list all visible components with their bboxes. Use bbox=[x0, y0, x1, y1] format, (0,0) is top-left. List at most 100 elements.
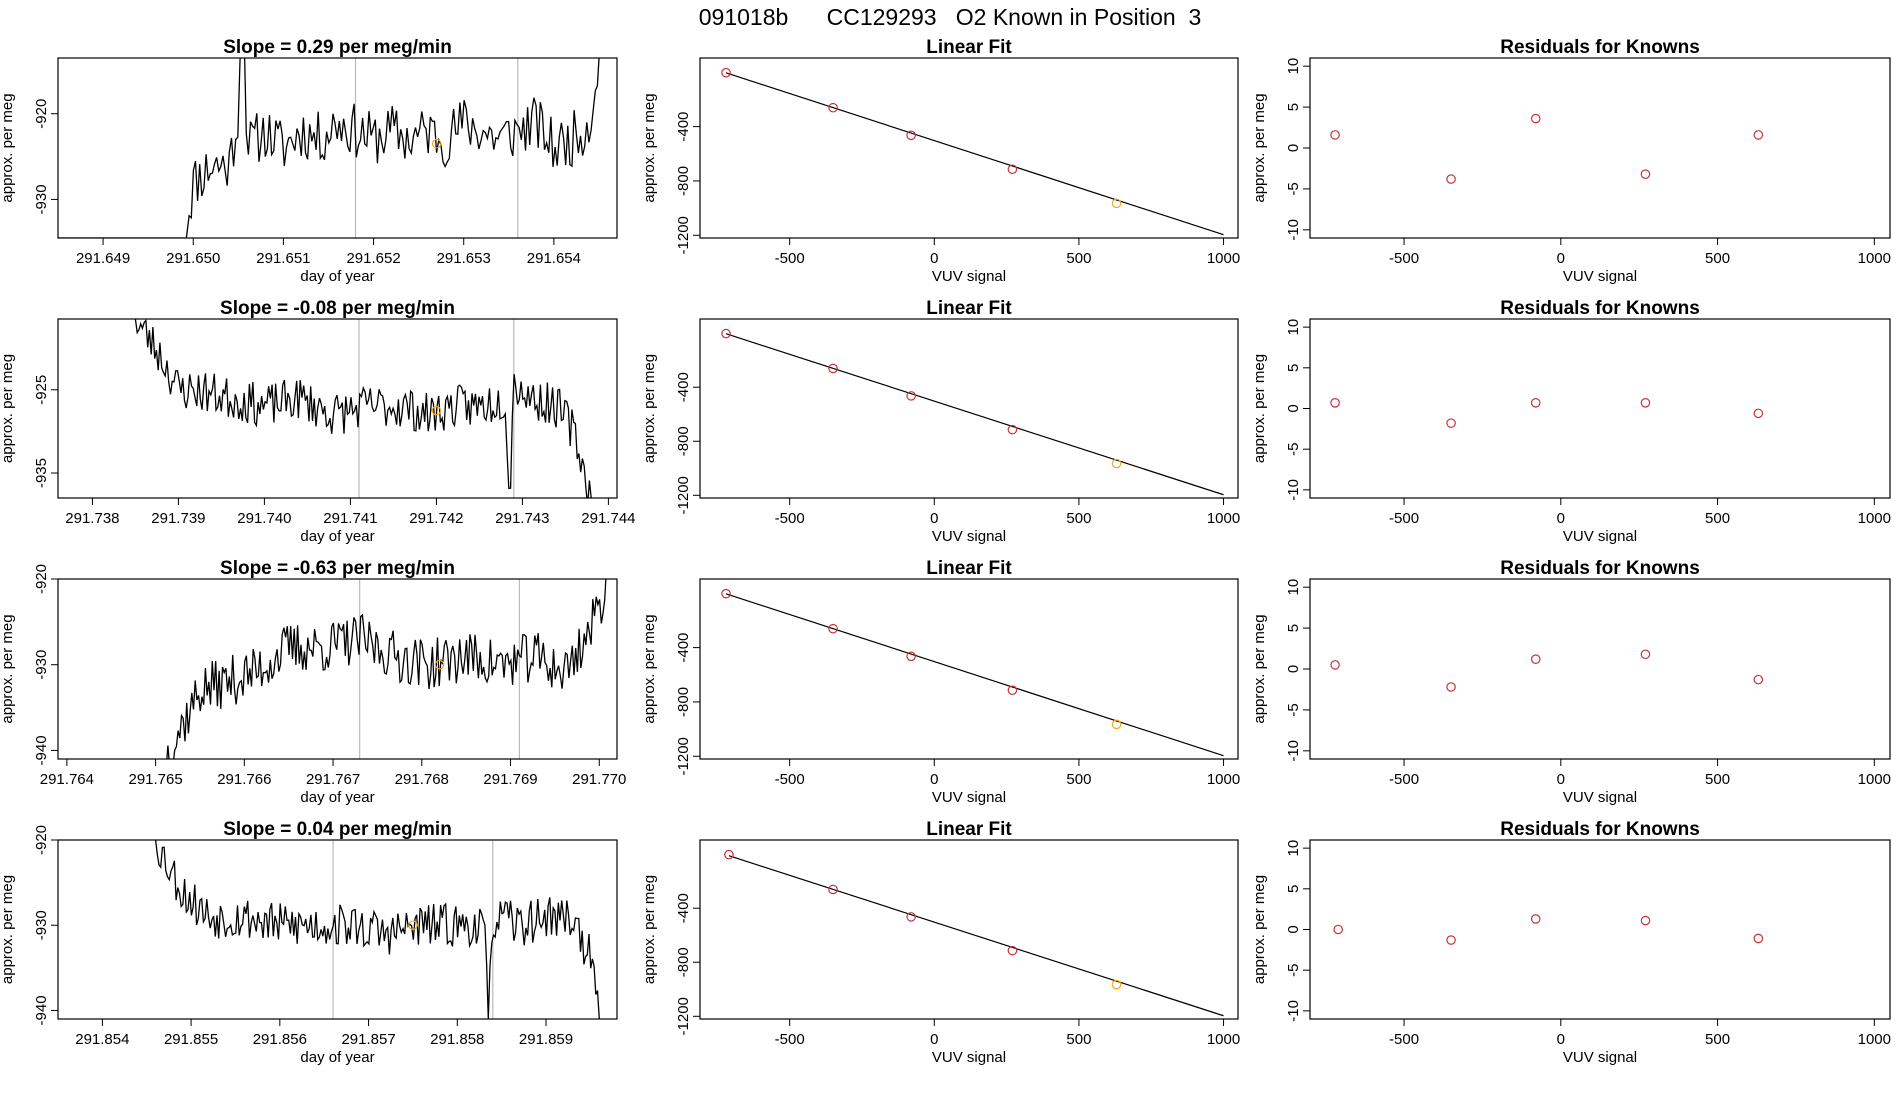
plot-frame bbox=[57, 318, 618, 499]
y-tick-label: -400 bbox=[675, 112, 692, 142]
y-tick-label: -920 bbox=[33, 564, 50, 594]
known-marker bbox=[434, 659, 445, 670]
y-axis-label: approx. per meg bbox=[641, 93, 658, 202]
data-point bbox=[1446, 682, 1456, 692]
plot-frame bbox=[1309, 839, 1891, 1020]
panel-r3-c3: Residuals for Knowns -500 0 500 1000 -10 -5 0 5 1… bbox=[1251, 558, 1891, 806]
x-tick-label: 500 bbox=[1705, 771, 1730, 788]
x-tick-label: -500 bbox=[1389, 510, 1419, 527]
known-point bbox=[1111, 719, 1122, 730]
y-tick-label: -10 bbox=[1285, 740, 1302, 762]
panel-title: Residuals for Knowns bbox=[1500, 819, 1700, 840]
y-tick-label: 5 bbox=[1285, 364, 1302, 372]
y-tick-label: -925 bbox=[33, 375, 50, 405]
x-tick-label: 1000 bbox=[1207, 510, 1240, 527]
y-tick-label: -930 bbox=[33, 650, 50, 680]
data-point bbox=[1333, 924, 1344, 935]
y-tick-label: -930 bbox=[33, 184, 50, 214]
plot-frame bbox=[57, 578, 618, 760]
y-axis-label: approx. per meg bbox=[1251, 614, 1268, 723]
x-tick-label: 0 bbox=[1557, 771, 1565, 788]
data-point bbox=[721, 67, 731, 78]
x-tick-label: 291.854 bbox=[75, 1031, 129, 1048]
x-tick-label: 500 bbox=[1066, 771, 1091, 788]
data-point bbox=[1640, 915, 1651, 926]
x-tick-label: -500 bbox=[1389, 771, 1419, 788]
x-axis-label: VUV signal bbox=[1563, 528, 1637, 545]
y-tick-label: -5 bbox=[1285, 443, 1302, 456]
data-point bbox=[828, 884, 838, 895]
x-tick-label: 500 bbox=[1705, 510, 1730, 527]
x-tick-label: 291.654 bbox=[527, 250, 581, 267]
panel-r1-c1: Slope = 0.29 per meg/min 291.649 291.650 29… bbox=[0, 37, 618, 285]
y-axis-label: approx. per meg bbox=[641, 614, 658, 723]
y-tick-label: -5 bbox=[1285, 964, 1302, 977]
x-tick-label: 291.653 bbox=[437, 250, 491, 267]
data-point bbox=[1753, 933, 1764, 944]
y-tick-label: 10 bbox=[1285, 58, 1302, 75]
plot-frame bbox=[699, 318, 1239, 499]
y-tick-label: -10 bbox=[1285, 219, 1302, 241]
panel-r2-c2: Linear Fit -500 0 500 1000 -1200 -800 -400 VUV s… bbox=[641, 298, 1240, 545]
known-point bbox=[1111, 458, 1122, 469]
data-point bbox=[1007, 164, 1018, 175]
x-tick-label: 500 bbox=[1705, 250, 1730, 267]
x-tick-label: -500 bbox=[775, 510, 805, 527]
data-point bbox=[1530, 654, 1541, 664]
y-tick-label: -400 bbox=[675, 893, 692, 923]
x-tick-label: 291.769 bbox=[483, 771, 537, 788]
x-tick-label: 291.744 bbox=[581, 510, 635, 527]
y-axis-label: approx. per meg bbox=[0, 93, 16, 202]
panel-r1-c3: Residuals for Knowns -500 0 500 1000 -10 -5 0 5 1… bbox=[1251, 37, 1891, 285]
x-tick-label: 500 bbox=[1066, 250, 1091, 267]
x-tick-label: 291.766 bbox=[217, 771, 271, 788]
x-tick-label: 291.857 bbox=[341, 1031, 395, 1048]
y-tick-label: -1200 bbox=[675, 216, 692, 254]
panel-r1-c2: Linear Fit -500 0 500 1000 -1200 -800 -400 VUV s… bbox=[641, 37, 1240, 285]
panel-title: Slope = 0.04 per meg/min bbox=[223, 819, 452, 840]
x-tick-label: 291.767 bbox=[306, 771, 360, 788]
plot-frame bbox=[699, 578, 1239, 760]
x-tick-label: 291.855 bbox=[164, 1031, 218, 1048]
data-point bbox=[906, 130, 916, 141]
y-axis-label: approx. per meg bbox=[1251, 875, 1268, 984]
x-tick-label: 0 bbox=[930, 510, 938, 527]
data-point bbox=[1007, 685, 1018, 696]
y-tick-label: 5 bbox=[1285, 103, 1302, 111]
x-tick-label: 291.764 bbox=[40, 771, 94, 788]
data-trace bbox=[58, 58, 600, 238]
x-tick-label: 291.649 bbox=[76, 250, 130, 267]
x-tick-label: 291.768 bbox=[395, 771, 449, 788]
y-tick-label: 5 bbox=[1285, 624, 1302, 632]
y-tick-label: 10 bbox=[1285, 579, 1302, 596]
y-tick-label: -400 bbox=[675, 633, 692, 663]
plot-frame bbox=[699, 839, 1239, 1020]
data-trace bbox=[164, 579, 609, 759]
plot-frame bbox=[699, 57, 1239, 239]
x-axis-label: VUV signal bbox=[1563, 789, 1637, 806]
panel-r3-c2: Linear Fit -500 0 500 1000 -1200 -800 -400 VUV s… bbox=[641, 558, 1240, 806]
x-tick-label: -500 bbox=[775, 771, 805, 788]
y-tick-label: 0 bbox=[1285, 404, 1302, 412]
page-title: 091018b CC129293 O2 Known in Position 3 bbox=[699, 4, 1202, 30]
panel-title: Residuals for Knowns bbox=[1500, 558, 1700, 579]
data-trace bbox=[154, 840, 600, 1019]
data-point bbox=[1007, 945, 1018, 956]
x-tick-label: 291.651 bbox=[256, 250, 310, 267]
panel-r2-c3: Residuals for Knowns -500 0 500 1000 -10 -5 0 5 1… bbox=[1251, 298, 1891, 545]
y-tick-label: -935 bbox=[33, 458, 50, 488]
x-tick-label: -500 bbox=[1389, 250, 1419, 267]
panel-title: Slope = -0.63 per meg/min bbox=[220, 558, 455, 579]
data-point bbox=[906, 912, 916, 922]
x-tick-label: -500 bbox=[775, 1031, 805, 1048]
y-tick-label: -800 bbox=[675, 947, 692, 977]
data-point bbox=[906, 391, 916, 401]
x-tick-label: 291.859 bbox=[519, 1031, 573, 1048]
y-tick-label: 10 bbox=[1285, 840, 1302, 857]
data-point bbox=[1446, 935, 1456, 945]
data-point bbox=[1330, 660, 1340, 670]
plot-frame bbox=[57, 839, 618, 1020]
x-tick-label: 1000 bbox=[1207, 1031, 1240, 1048]
data-point bbox=[1753, 674, 1764, 685]
